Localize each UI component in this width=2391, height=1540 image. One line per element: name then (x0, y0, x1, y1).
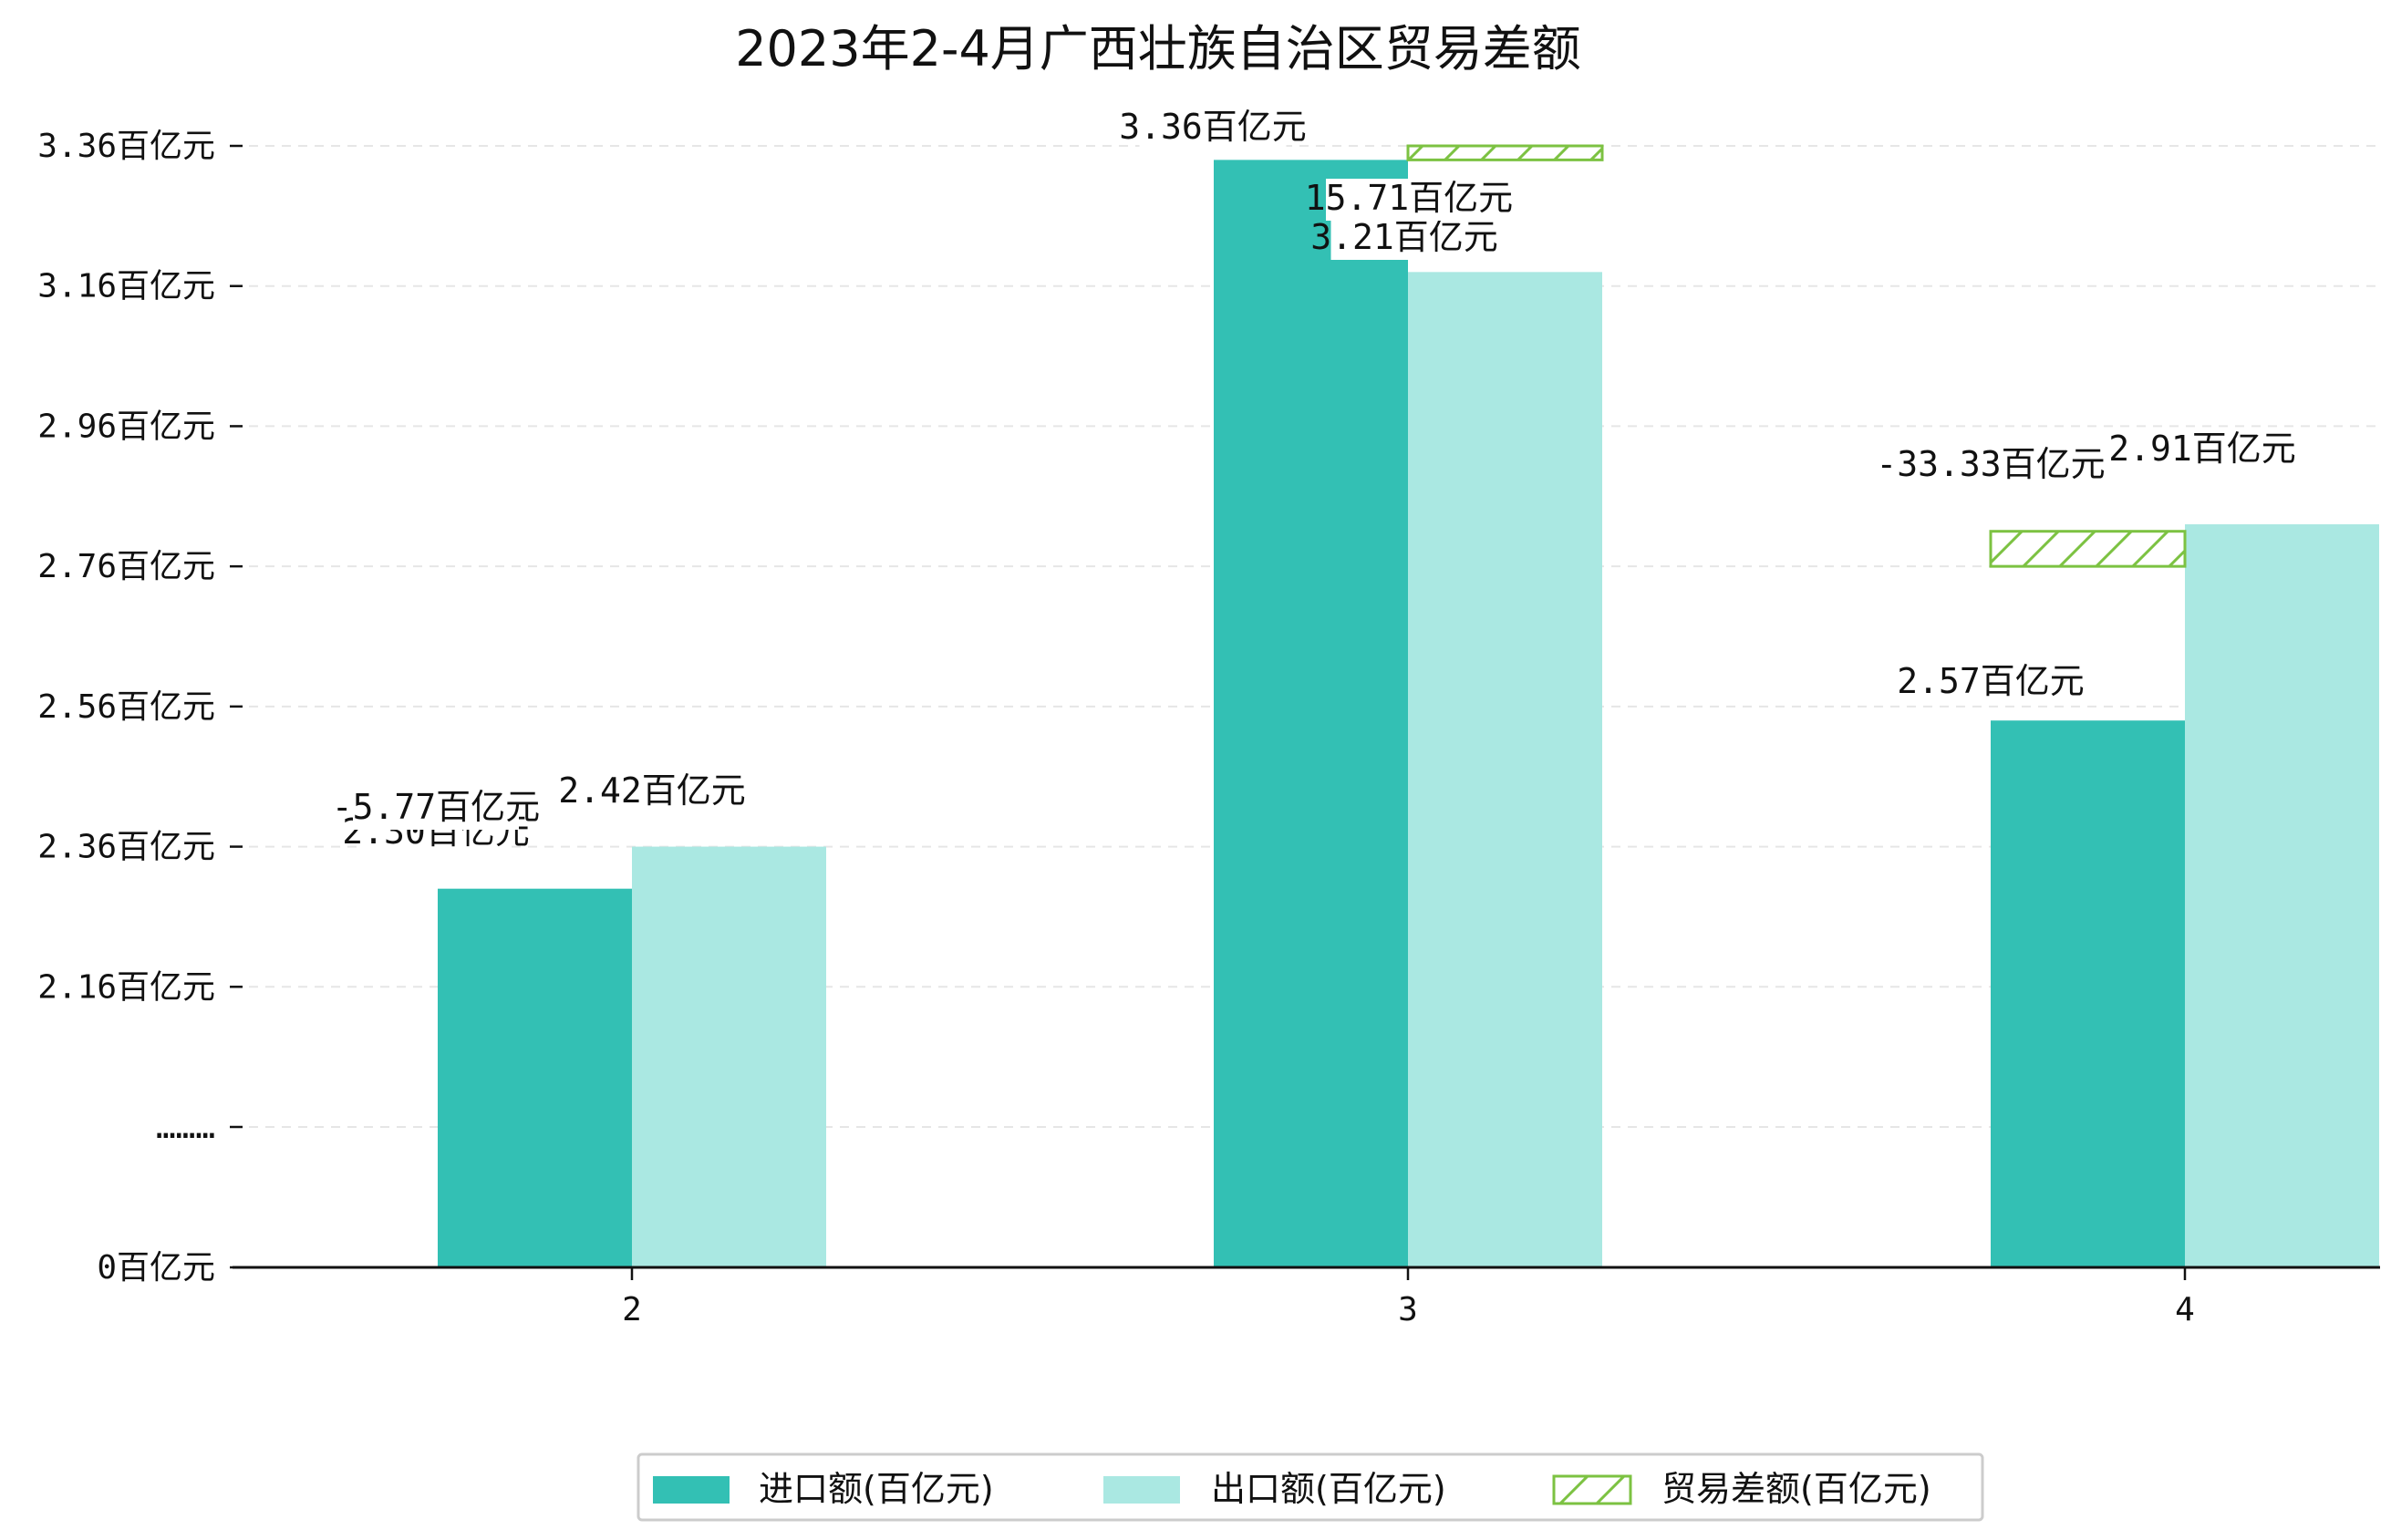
import-bar (1991, 720, 2185, 1267)
x-tick-label: 3 (1398, 1291, 1418, 1328)
export-bar (2185, 524, 2379, 1267)
import-data-label-bg (1139, 108, 1287, 150)
x-tick-label: 4 (2175, 1291, 2195, 1328)
export-bar (1408, 272, 1602, 1267)
export-bar (632, 846, 826, 1267)
balance-data-label-bg (353, 788, 519, 830)
legend-label-import: 进口额(百亿元) (759, 1469, 994, 1509)
import-data-label: 2.57百亿元 (1897, 661, 2085, 701)
balance-data-label-bg (1326, 179, 1492, 221)
y-tick-label: 2.76百亿元 (37, 548, 215, 585)
y-tick-label: 3.16百亿元 (37, 268, 215, 305)
balance-bar (1406, 144, 1604, 161)
y-tick-label: 0百亿元 (97, 1249, 215, 1287)
import-bar (438, 888, 632, 1267)
import-bar (1214, 160, 1408, 1267)
x-tick-label: 2 (622, 1291, 642, 1328)
balance-data-label-bg (1898, 445, 2084, 487)
balance-data-label: 15.71百亿元 (1305, 178, 1513, 218)
legend-swatch-balance (1552, 1474, 1632, 1505)
export-data-label-bg (578, 771, 726, 813)
export-data-label-bg (2128, 429, 2276, 471)
import-data-label: 3.36百亿元 (1119, 107, 1307, 147)
y-tick-label: ……… (156, 1109, 215, 1146)
legend-label-export: 出口额(百亿元) (1211, 1469, 1446, 1509)
balance-data-label: -33.33百亿元 (1876, 444, 2105, 484)
balance-bar (1989, 530, 2187, 568)
y-tick-label: 3.36百亿元 (37, 128, 215, 165)
legend-frame (637, 1452, 1984, 1522)
balance-data-label: -5.77百亿元 (332, 787, 540, 827)
chart-legend: 进口额(百亿元) 出口额(百亿元) 贸易差额(百亿元) (637, 1452, 1984, 1522)
y-tick-label: 2.56百亿元 (37, 688, 215, 726)
export-data-label: 2.91百亿元 (2108, 429, 2296, 469)
y-tick-label: 2.16百亿元 (37, 968, 215, 1006)
legend-label-balance: 贸易差额(百亿元) (1661, 1469, 1931, 1509)
import-data-label-bg (1917, 662, 2065, 704)
y-tick-label: 2.36百亿元 (37, 829, 215, 866)
export-data-label: 3.21百亿元 (1310, 217, 1498, 257)
y-tick-label: 2.96百亿元 (37, 408, 215, 445)
chart-title: 2023年2-4月广西壮族自治区贸易差额 (735, 20, 1581, 78)
export-data-label-bg (1330, 218, 1478, 260)
export-data-label: 2.42百亿元 (558, 770, 746, 811)
legend-swatch-export (1103, 1476, 1180, 1504)
legend-swatch-import (653, 1476, 730, 1504)
